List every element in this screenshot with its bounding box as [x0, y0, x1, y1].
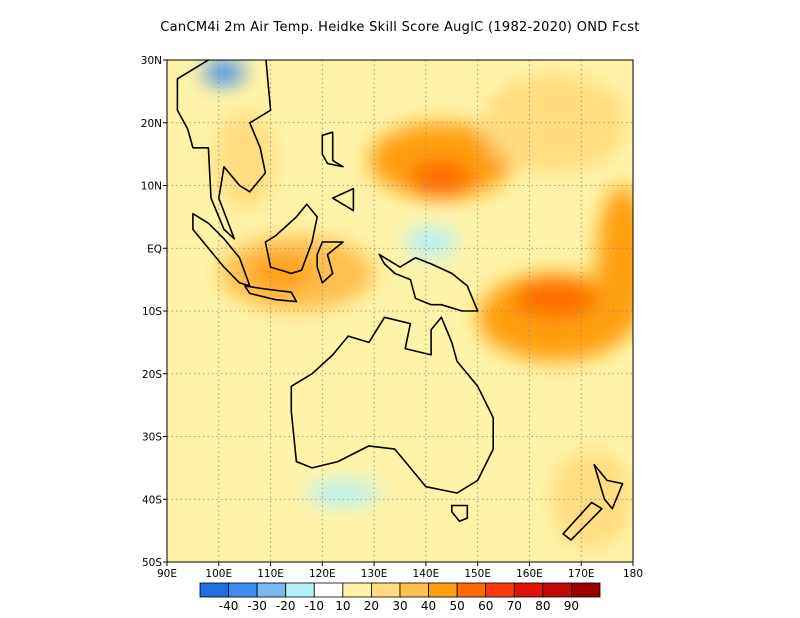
lat-tick-label: 50S: [142, 557, 162, 569]
lon-tick-label: 120E: [309, 568, 336, 580]
lon-tick-label: 110E: [257, 568, 284, 580]
colorbar-label: 90: [564, 599, 579, 613]
lon-tick-label: 90E: [157, 568, 177, 580]
lon-tick-label: 150E: [464, 568, 491, 580]
colorbar-label: 50: [450, 599, 465, 613]
coast-new-guinea: [378, 253, 479, 312]
colorbar-swatch: [371, 582, 401, 598]
lat-tick-label: 10N: [141, 181, 162, 193]
colorbar-label: -40: [219, 599, 239, 613]
lon-tick-label: 160E: [516, 568, 543, 580]
colorbar-label: -10: [304, 599, 324, 613]
colorbar-label: 70: [507, 599, 522, 613]
lat-tick-label: 20N: [141, 118, 162, 130]
colorbar-swatch: [485, 582, 515, 598]
lat-tick-label: 40S: [142, 494, 162, 506]
colorbar-label: 80: [535, 599, 550, 613]
colorbar-swatch: [228, 582, 258, 598]
colorbar-swatch: [513, 582, 544, 598]
lon-tick-label: 100E: [205, 568, 232, 580]
coast-mindanao: [331, 187, 355, 212]
colorbar-label: 10: [335, 599, 350, 613]
colorbar-swatch: [428, 582, 458, 598]
coast-luzon: [321, 131, 344, 168]
colorbar-label: 40: [421, 599, 436, 613]
colorbar-swatch: [285, 582, 315, 598]
region-southern-cool: [306, 480, 380, 506]
region-w-pacific-core: [410, 160, 473, 199]
region-equator-cool-halo: [405, 226, 457, 258]
longitude-axis: 90E 100E 110E 120E 130E 140E 150E 160E 170E 180: [157, 562, 643, 580]
region-sea-mainland: [213, 110, 276, 211]
colorbar-swatch: [199, 582, 229, 598]
region-coral-sea-core: [513, 279, 597, 318]
lon-tick-label: 180: [623, 568, 643, 580]
coastlines: [176, 60, 624, 541]
colorbar-label: -30: [247, 599, 267, 613]
coast-australia: [290, 316, 495, 494]
lat-tick-label: EQ: [147, 243, 162, 255]
colorbar: -40 -30 -20 -10 10 20 30 40 50 60 70 80 90: [199, 582, 601, 613]
colorbar-label: 60: [478, 599, 493, 613]
plot-area: [166, 59, 634, 563]
coast-sulawesi: [316, 241, 344, 284]
region-e-pacific-edge: [596, 185, 633, 337]
lat-tick-label: 20S: [142, 369, 162, 381]
lon-tick-label: 170E: [568, 568, 595, 580]
coast-sea-mainland: [176, 60, 272, 240]
coast-sumatra: [192, 212, 251, 287]
coast-borneo: [264, 203, 319, 275]
colorbar-swatch: [256, 582, 287, 598]
coast-nz-south: [562, 501, 603, 541]
colorbar-swatch: [313, 582, 344, 598]
lon-tick-label: 130E: [361, 568, 388, 580]
colorbar-swatch: [571, 582, 601, 598]
colorbar-label: 30: [392, 599, 407, 613]
colorbar-label: -20: [276, 599, 296, 613]
colorbar-swatch: [399, 582, 429, 598]
region-china-cool: [203, 60, 245, 86]
coast-nz-north: [593, 463, 624, 510]
graticule: [167, 60, 633, 562]
colorbar-swatch: [456, 582, 487, 598]
coast-tasmania: [450, 504, 469, 523]
lat-tick-label: 30S: [142, 432, 162, 444]
region-maritime-core: [249, 254, 312, 293]
lat-tick-label: 10S: [142, 306, 162, 318]
lat-tick-label: 30N: [141, 55, 162, 67]
colorbar-swatch: [542, 582, 572, 598]
coast-java: [243, 285, 298, 303]
colorbar-label: 20: [364, 599, 379, 613]
lon-tick-label: 140E: [413, 568, 440, 580]
map-title: CanCM4i 2m Air Temp. Heidke Skill Score …: [160, 20, 640, 35]
colorbar-swatch: [342, 582, 372, 598]
latitude-axis: 30N 20N 10N EQ 10S 20S 30S 40S 50S: [141, 55, 167, 569]
